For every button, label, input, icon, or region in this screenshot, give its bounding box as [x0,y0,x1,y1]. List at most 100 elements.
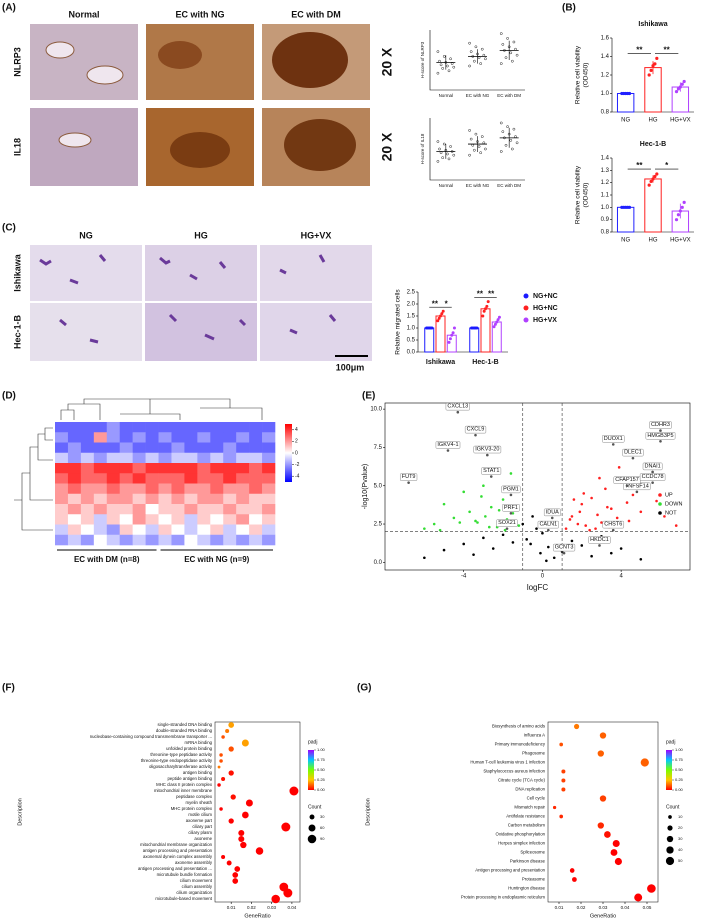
colorbar-label: 0 [295,450,298,456]
heatmap-cell [93,432,108,443]
term-label: cilium movement [180,878,213,883]
data-point [678,209,682,213]
bar [469,327,480,353]
colorbar-label: 0.75 [317,757,326,762]
legend-marker [523,293,529,299]
axis [429,30,525,91]
micrograph [260,245,372,301]
bar [616,93,635,113]
heatmap-cell [197,473,211,484]
heatmap-cell [223,504,237,515]
data-point [559,814,564,819]
term-label: Carbon metabolism [508,823,546,828]
data-point [289,786,299,796]
data-point [436,160,440,163]
data-point [594,527,597,530]
panel-label: (F) [2,683,15,694]
data-point [474,45,478,49]
heatmap-cell [210,452,224,464]
heatmap-cell [262,452,276,464]
gene-point [446,449,450,452]
data-point [438,59,441,63]
data-point [647,73,651,77]
data-point [597,750,604,757]
term-label: Oxidative phosphorylation [496,832,546,837]
heatmap-cell [249,514,263,525]
data-point [682,200,686,204]
data-point [510,59,514,63]
heatmap-cell [210,422,224,433]
data-point [590,554,593,558]
y-tick-label: 7.5 [374,445,383,451]
significance-label: ** [636,45,643,54]
data-point [441,309,445,313]
heatmap-cell [249,463,263,474]
data-point [580,502,584,506]
heatmap-cell [184,473,198,484]
term-label: Biosynthesis of amino acids [492,724,545,729]
heatmap-cell [67,493,82,505]
term-label: Primary immunodeficiency [495,742,546,747]
heatmap-cell [249,524,263,536]
data-point [559,742,564,747]
data-point [452,65,456,69]
gene-label-box [602,435,625,443]
colorbar-label: 0.25 [675,777,684,782]
heatmap-cell [158,483,172,495]
gene-label-box [496,519,518,527]
heatmap-cell [55,534,69,546]
group-label: EC with DM (n=8) [74,555,140,564]
heatmap-cell [171,432,185,443]
heatmap-cell [145,463,159,474]
gene-point [611,528,615,532]
data-point [497,315,501,319]
data-point [484,307,487,311]
colorbar-label: 0.00 [317,787,326,792]
heatmap-cell [80,442,95,454]
heatmap-cell [171,452,185,464]
data-point [482,141,486,145]
y-tick-label: 1.5 [407,314,416,320]
gene-label: CCDC78 [642,474,664,480]
row-label: NLRP3 [12,47,22,77]
x-tick-label: 0.01 [227,905,236,910]
heatmap-cell [93,452,108,464]
size-legend-label: 30 [678,836,683,841]
x-tick-label: EC with DM [497,183,521,188]
data-point [452,326,456,330]
x-tick-label: 0.02 [247,905,256,910]
heatmap-cell [184,483,198,495]
heatmap-cell [132,504,146,515]
heatmap-cell [67,524,82,536]
term-label: ciliary part [192,824,212,829]
colorbar-label: 0.50 [675,767,684,772]
row-label: IL18 [12,138,22,156]
term-label: Proteasome [522,877,546,882]
y-axis-label: -log10(Pvalue) [362,464,369,510]
term-label: Citrate cycle (TCA cycle) [498,778,546,783]
gene-point [486,453,489,457]
gene-label-box [645,432,676,440]
heatmap-cell [67,514,82,525]
heatmap-cell [132,534,146,546]
data-point [590,496,593,500]
gene-label: CXCL13 [447,404,468,410]
gene-label: GCNT3 [555,545,574,551]
bar [644,67,662,113]
heatmap-cell [145,524,159,536]
heatmap-cell [119,504,133,515]
heatmap-cell [67,534,82,546]
heatmap-cell [80,432,95,443]
data-point [682,79,686,84]
data-point [439,63,443,67]
heatmap-cell [210,493,224,505]
term-label: antigen processing and presentation ... [138,866,212,871]
gene-label: PRF1 [504,505,518,511]
data-point [241,739,249,747]
term-label: unfolded protein binding [166,746,212,751]
data-point [615,516,619,520]
data-point [574,723,580,730]
heatmap-cell [249,504,263,515]
data-point [501,533,505,537]
heatmap-cell [67,504,82,515]
